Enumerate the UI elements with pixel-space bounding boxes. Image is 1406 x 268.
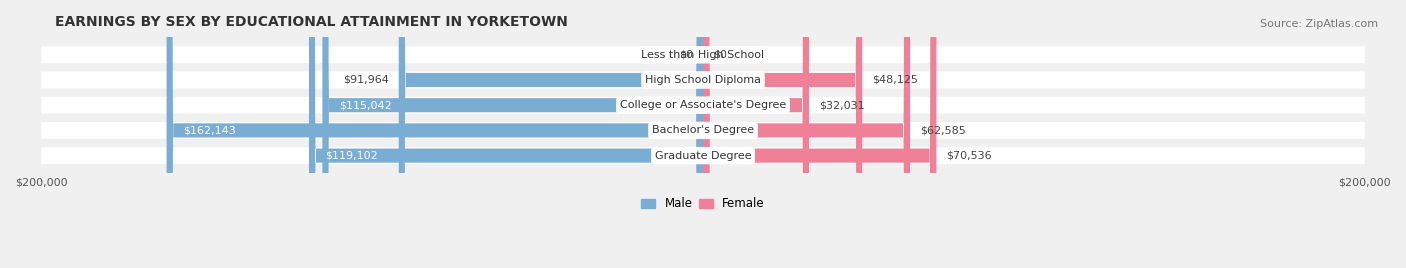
Text: Source: ZipAtlas.com: Source: ZipAtlas.com — [1260, 19, 1378, 29]
FancyBboxPatch shape — [322, 0, 703, 268]
Text: $32,031: $32,031 — [818, 100, 865, 110]
FancyBboxPatch shape — [41, 46, 1365, 63]
Legend: Male, Female: Male, Female — [637, 193, 769, 215]
Text: $48,125: $48,125 — [872, 75, 918, 85]
FancyBboxPatch shape — [41, 122, 1365, 139]
FancyBboxPatch shape — [703, 0, 808, 268]
FancyBboxPatch shape — [41, 97, 1365, 114]
Text: $115,042: $115,042 — [339, 100, 392, 110]
FancyBboxPatch shape — [703, 0, 862, 268]
Text: $119,102: $119,102 — [326, 151, 378, 161]
FancyBboxPatch shape — [166, 0, 703, 268]
Text: High School Diploma: High School Diploma — [645, 75, 761, 85]
FancyBboxPatch shape — [703, 0, 936, 268]
Text: Graduate Degree: Graduate Degree — [655, 151, 751, 161]
Text: EARNINGS BY SEX BY EDUCATIONAL ATTAINMENT IN YORKETOWN: EARNINGS BY SEX BY EDUCATIONAL ATTAINMEN… — [55, 15, 568, 29]
FancyBboxPatch shape — [309, 0, 703, 268]
Text: College or Associate's Degree: College or Associate's Degree — [620, 100, 786, 110]
Text: $62,585: $62,585 — [920, 125, 966, 135]
Text: $91,964: $91,964 — [343, 75, 389, 85]
Text: $162,143: $162,143 — [183, 125, 236, 135]
FancyBboxPatch shape — [41, 147, 1365, 164]
FancyBboxPatch shape — [41, 72, 1365, 88]
Text: $0: $0 — [679, 50, 693, 60]
Text: Less than High School: Less than High School — [641, 50, 765, 60]
Text: $0: $0 — [713, 50, 727, 60]
Text: $70,536: $70,536 — [946, 151, 991, 161]
Text: Bachelor's Degree: Bachelor's Degree — [652, 125, 754, 135]
FancyBboxPatch shape — [703, 0, 910, 268]
FancyBboxPatch shape — [399, 0, 703, 268]
